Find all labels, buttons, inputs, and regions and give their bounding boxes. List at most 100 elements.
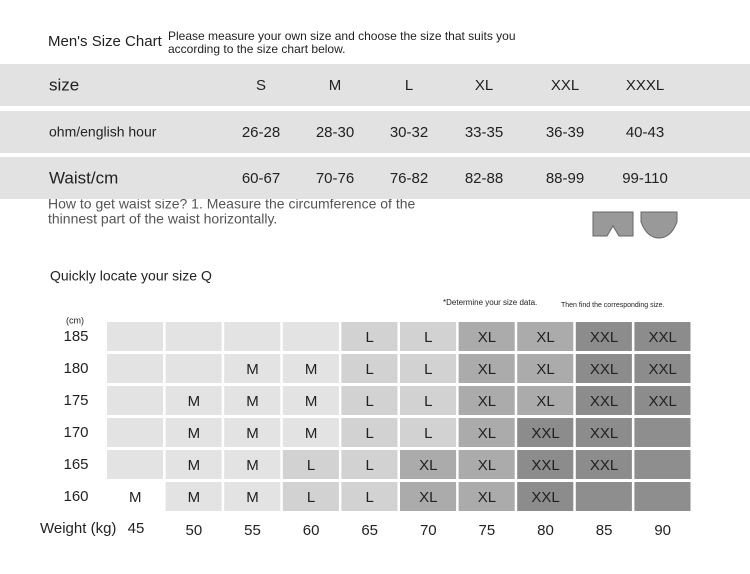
size-cell: L xyxy=(366,361,374,378)
cell: XXL xyxy=(551,77,579,94)
cell: 82-88 xyxy=(465,170,503,187)
size-cell: M xyxy=(188,457,201,474)
note: according to the size chart below. xyxy=(168,42,345,56)
grid-cell xyxy=(165,450,222,479)
grid-cell xyxy=(634,354,691,383)
grid-cell xyxy=(517,482,574,511)
height-unit: (cm) xyxy=(66,315,84,325)
weight-label: 75 xyxy=(479,522,496,539)
row-band xyxy=(0,64,750,106)
grid-cell xyxy=(458,322,515,351)
height-label: 160 xyxy=(63,488,88,505)
grid-cell xyxy=(458,482,515,511)
grid-cell xyxy=(107,418,164,447)
grid-cell xyxy=(575,322,632,351)
height-label: 175 xyxy=(63,392,88,409)
size-cell: XXL xyxy=(531,457,559,474)
hint: *Determine your size data. xyxy=(443,298,537,307)
grid-cell xyxy=(634,482,691,511)
cell: 26-28 xyxy=(242,124,280,141)
cell: 70-76 xyxy=(316,170,354,187)
size-cell: L xyxy=(307,457,315,474)
size-cell: XL xyxy=(478,393,496,410)
grid-cell xyxy=(282,386,339,415)
grid-cell xyxy=(517,386,574,415)
grid-cell xyxy=(517,450,574,479)
size-cell: XL xyxy=(478,457,496,474)
grid-cell xyxy=(575,386,632,415)
grid-cell xyxy=(341,354,398,383)
grid-cell xyxy=(224,482,281,511)
hint: Then find the corresponding size. xyxy=(561,302,665,309)
grid-cell xyxy=(341,322,398,351)
weight-label: 85 xyxy=(596,522,613,539)
size-cell: M xyxy=(188,489,201,506)
grid-cell xyxy=(458,450,515,479)
size-cell: M xyxy=(129,489,142,506)
height-label: 165 xyxy=(63,456,88,473)
row-band xyxy=(0,157,750,199)
size-cell: XXL xyxy=(531,425,559,442)
grid-cell xyxy=(282,354,339,383)
grid-cell xyxy=(165,482,222,511)
size-cell: XL xyxy=(478,425,496,442)
cell: 99-110 xyxy=(622,170,668,187)
size-cell: XXL xyxy=(590,425,618,442)
waist-note: thinnest part of the waist horizontally. xyxy=(48,211,277,227)
cell: 88-99 xyxy=(546,170,584,187)
row-label: Waist/cm xyxy=(49,168,118,187)
size-cell: M xyxy=(246,425,259,442)
size-cell: XL xyxy=(536,393,554,410)
grid-cell xyxy=(458,386,515,415)
row-label: ohm/english hour xyxy=(49,124,157,140)
cell: M xyxy=(329,77,342,94)
grid-cell xyxy=(575,354,632,383)
grid-cell xyxy=(165,386,222,415)
weight-label: 50 xyxy=(186,522,203,539)
size-cell: M xyxy=(305,361,318,378)
height-label: 185 xyxy=(63,328,88,345)
size-cell: M xyxy=(246,361,259,378)
weight-label: 80 xyxy=(537,522,554,539)
size-cell: XL xyxy=(419,457,437,474)
size-cell: M xyxy=(188,425,201,442)
size-cell: XXL xyxy=(649,361,677,378)
weight-label: 60 xyxy=(303,522,320,539)
height-label: 170 xyxy=(63,424,88,441)
height-label: 180 xyxy=(63,360,88,377)
cell: 40-43 xyxy=(626,124,664,141)
grid-cell xyxy=(165,418,222,447)
waist-note: How to get waist size? 1. Measure the ci… xyxy=(48,196,415,212)
grid-cell xyxy=(107,482,164,511)
grid-cell xyxy=(224,450,281,479)
grid-cell xyxy=(107,322,164,351)
grid-cell xyxy=(224,386,281,415)
size-cell: M xyxy=(246,489,259,506)
weight-label: 55 xyxy=(244,522,261,539)
cell: 28-30 xyxy=(316,124,354,141)
grid-cell xyxy=(224,322,281,351)
size-cell: XXL xyxy=(649,393,677,410)
size-cell: XL xyxy=(536,361,554,378)
grid-cell xyxy=(341,418,398,447)
size-cell: XL xyxy=(478,361,496,378)
grid-cell xyxy=(400,322,457,351)
size-cell: M xyxy=(246,457,259,474)
weight-label: 65 xyxy=(361,522,378,539)
size-cell: L xyxy=(424,425,432,442)
weight-label: 45 xyxy=(128,520,145,537)
grid-cell xyxy=(107,450,164,479)
size-cell: XL xyxy=(478,329,496,346)
size-cell: M xyxy=(246,393,259,410)
size-cell: M xyxy=(305,425,318,442)
grid-cell xyxy=(282,482,339,511)
grid-cell xyxy=(517,322,574,351)
row-label: size xyxy=(49,75,79,94)
size-cell: XL xyxy=(419,489,437,506)
grid-cell xyxy=(282,322,339,351)
size-cell: XXL xyxy=(590,329,618,346)
grid-cell xyxy=(282,418,339,447)
icon xyxy=(592,211,678,239)
grid-cell xyxy=(107,386,164,415)
size-cell: L xyxy=(424,393,432,410)
